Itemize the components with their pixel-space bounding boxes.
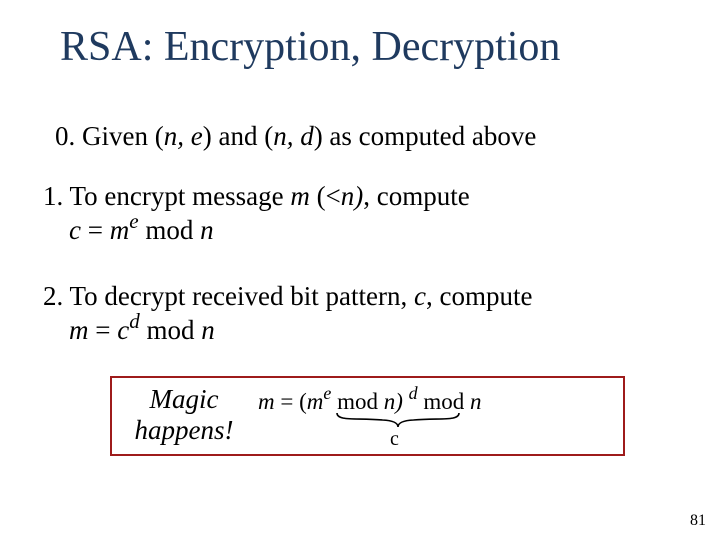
step1-m: m [290, 181, 310, 211]
step1-prefix: 1. To encrypt message [43, 181, 290, 211]
magic-sp [403, 389, 409, 414]
step2-c: c [414, 281, 426, 311]
step2-eq: m = cd mod n [69, 314, 663, 348]
step2-m: m [69, 315, 89, 345]
step1-suffix: , compute [363, 181, 469, 211]
magic-e: e [323, 383, 331, 403]
step0-prefix: 0. Given ( [55, 121, 164, 151]
magic-eq1: = ( [275, 389, 307, 414]
step2-suffix: , compute [426, 281, 532, 311]
slide: RSA: Encryption, Decryption 0. Given (n,… [0, 0, 720, 540]
step2-eqs: = [89, 315, 118, 345]
magic-mod2: mod [418, 389, 470, 414]
step1-n: n) [341, 181, 364, 211]
magic-m2: m [307, 389, 324, 414]
step-0: 0. Given (n, e) and (n, d) as computed a… [55, 120, 536, 154]
step1-eq: c = me mod n [69, 214, 663, 248]
step1-m2: m [110, 215, 130, 245]
magic-l1: Magic [150, 384, 219, 414]
step1-eqs: = [81, 215, 110, 245]
page-number: 81 [690, 512, 706, 530]
magic-m: m [258, 389, 275, 414]
step2-d: d [129, 309, 140, 333]
step1-mod: mod [139, 215, 201, 245]
step2-mod: mod [140, 315, 202, 345]
step0-ne: n, e [164, 121, 203, 151]
step1-n2: n [200, 215, 214, 245]
step2-c2: c [117, 315, 129, 345]
step0-nd: n, d [273, 121, 314, 151]
magic-l2: happens! [135, 415, 234, 445]
magic-label: Magic happens! [124, 384, 244, 446]
step2-prefix: 2. To decrypt received bit pattern, [43, 281, 414, 311]
step-1: 1. To encrypt message m (<n), compute c … [43, 180, 663, 248]
magic-mod1: mod [331, 389, 383, 414]
magic-d: d [409, 383, 418, 403]
step1-e: e [129, 209, 138, 233]
magic-n1: n) [384, 389, 403, 414]
step1-mid: (< [310, 181, 341, 211]
step1-c: c [69, 215, 81, 245]
step-2: 2. To decrypt received bit pattern, c, c… [43, 280, 663, 348]
magic-n2: n [470, 389, 482, 414]
step0-suffix: ) as computed above [314, 121, 537, 151]
step2-n: n [201, 315, 215, 345]
magic-equation: m = (me mod n) d mod n [258, 390, 482, 413]
slide-title: RSA: Encryption, Decryption [60, 24, 560, 70]
underbrace-path [337, 413, 459, 427]
underbrace-icon [336, 412, 460, 428]
underbrace-c-label: c [390, 428, 399, 451]
step0-mid: ) and ( [203, 121, 273, 151]
